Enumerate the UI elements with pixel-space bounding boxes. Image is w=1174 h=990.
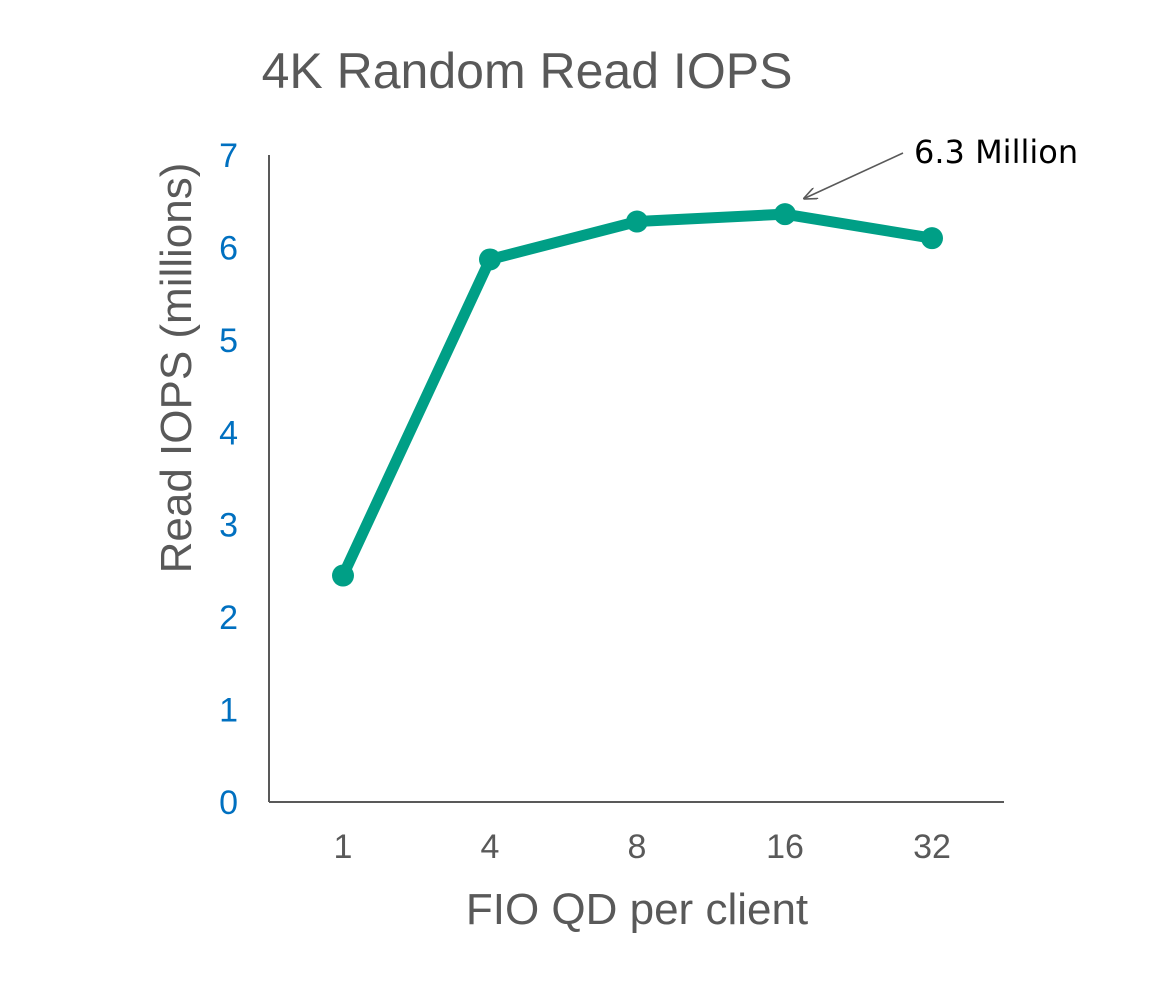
chart-title: 4K Random Read IOPS — [262, 43, 793, 99]
annotation-arrow — [805, 152, 904, 198]
x-tick-label: 1 — [334, 828, 353, 866]
data-point — [479, 248, 501, 271]
y-tick-label: 6 — [219, 229, 238, 267]
data-point — [332, 564, 354, 587]
y-axis-label: Read IOPS (millions) — [152, 163, 201, 574]
annotation-label: 6.3 Million — [914, 133, 1078, 171]
y-tick-label: 7 — [219, 137, 238, 175]
series-line — [337, 208, 938, 582]
y-tick-label: 0 — [219, 784, 238, 822]
y-tick-label: 1 — [219, 692, 238, 730]
data-point — [626, 210, 648, 233]
y-tick-label: 5 — [219, 322, 238, 360]
x-tick-label: 4 — [481, 828, 500, 866]
x-tick-label: 16 — [766, 828, 804, 866]
data-point — [921, 227, 943, 250]
data-point — [774, 203, 796, 226]
x-tick-labels: 1 4 8 16 32 — [334, 828, 951, 866]
series-group — [332, 203, 943, 587]
y-tick-label: 2 — [219, 599, 238, 637]
y-tick-label: 4 — [219, 414, 238, 452]
x-tick-label: 8 — [628, 828, 647, 866]
y-tick-label: 3 — [219, 507, 238, 545]
x-tick-label: 32 — [913, 828, 951, 866]
x-axis-label: FIO QD per client — [466, 885, 808, 934]
y-tick-labels: 0 1 2 3 4 5 6 7 — [219, 137, 238, 822]
